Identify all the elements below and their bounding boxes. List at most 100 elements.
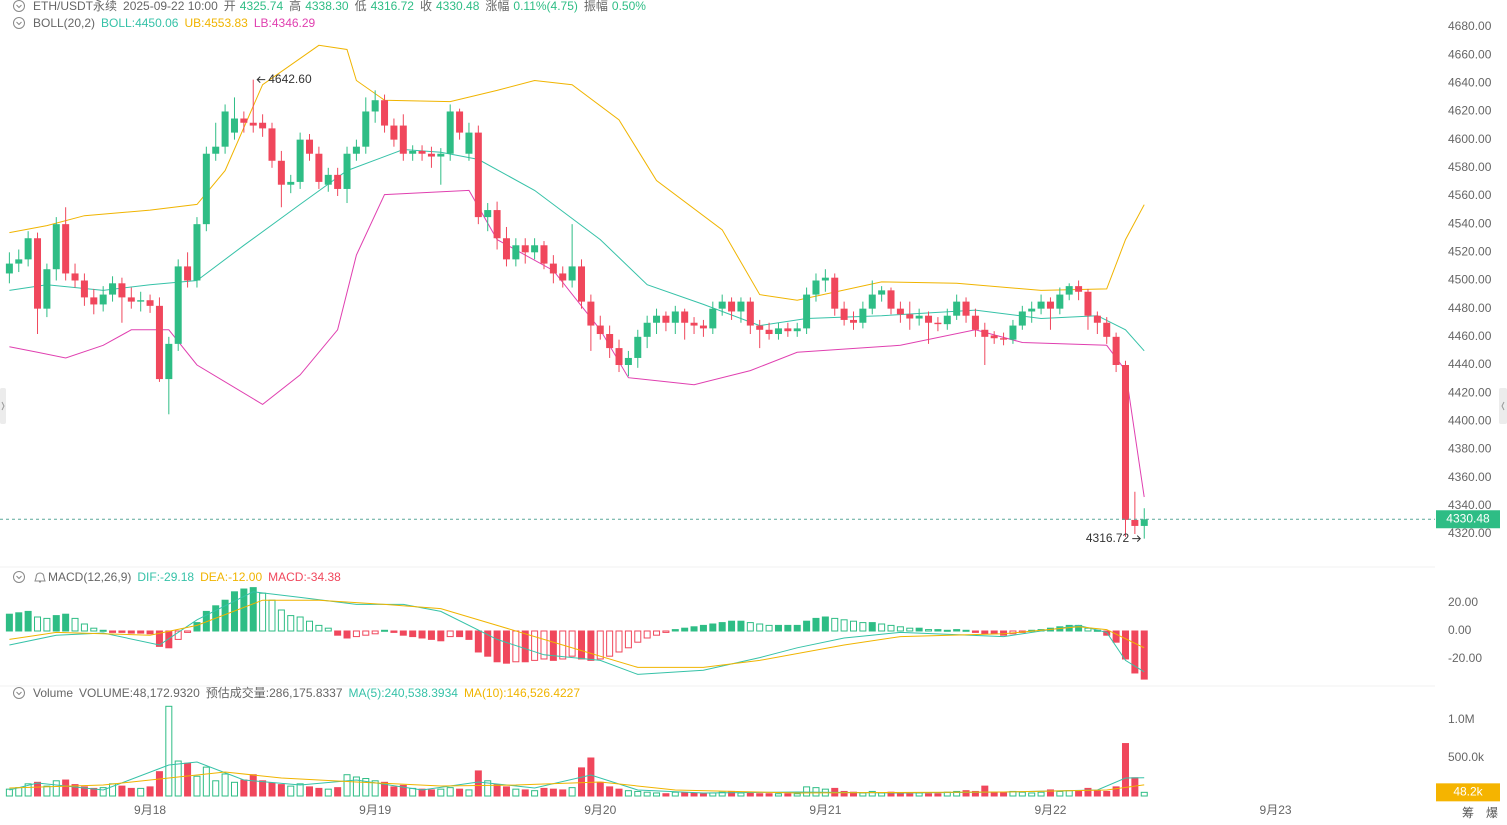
macd-bar (1140, 630, 1148, 680)
macd-bar (296, 616, 304, 632)
indicator-line (9, 189, 1145, 498)
macd-bar (118, 630, 126, 633)
candle-body (456, 111, 464, 133)
collapse-icon[interactable] (13, 687, 25, 699)
volume-bar (559, 789, 567, 797)
volume-bar (399, 784, 407, 797)
macd-bar (671, 629, 679, 632)
macd-bar (531, 630, 539, 661)
chevron (16, 575, 22, 580)
macd-bar (746, 622, 754, 632)
volume-bar (925, 793, 933, 797)
candle-body (99, 294, 107, 305)
macd-bar (774, 624, 782, 632)
volume-bar (1093, 790, 1101, 797)
field-value: 4325.74 (239, 0, 284, 13)
macd-bar (1000, 630, 1008, 636)
left-tab[interactable] (0, 388, 6, 424)
y-tick-label: 4520.00 (1448, 244, 1492, 258)
candle-body (137, 300, 145, 302)
macd-bar (137, 630, 145, 634)
macd-bar (521, 630, 529, 663)
volume-bar (981, 785, 989, 797)
indicator-line (9, 591, 1145, 675)
volume-bar (137, 787, 145, 797)
macd-bar (80, 623, 88, 632)
macd-bar (915, 627, 923, 632)
macd-bar (259, 592, 267, 632)
last-price-tag (1436, 510, 1500, 529)
volume-bar (1084, 787, 1092, 797)
macd-bar (728, 620, 736, 632)
candle-body (315, 153, 323, 182)
candle-body (1018, 311, 1026, 326)
volume-bar (268, 782, 276, 797)
macd-bar (971, 630, 979, 633)
candle-body (296, 139, 304, 182)
y-tick-label: 4340.00 (1448, 498, 1492, 512)
volume-bar (127, 787, 135, 797)
field-value: 4316.72 (370, 0, 414, 13)
candle-body (287, 181, 295, 185)
collapse-icon[interactable] (13, 17, 25, 29)
macd-bar (578, 630, 586, 660)
field-label: 涨幅 (485, 0, 510, 13)
field-label: 高 (289, 0, 302, 13)
y-tick-label: 4320.00 (1448, 526, 1492, 540)
y-tick-label: 4600.00 (1448, 132, 1492, 146)
macd-bar (737, 620, 745, 632)
macd-bar (868, 622, 876, 632)
bell-icon[interactable] (34, 572, 46, 583)
candle-body (596, 325, 604, 335)
candle-body (277, 160, 285, 185)
chevron (16, 691, 22, 696)
candle-body (446, 111, 454, 154)
x-tick-label: 9月21 (809, 803, 841, 817)
macd-bar (896, 626, 904, 632)
macd-bar (718, 622, 726, 632)
candle-body (324, 174, 332, 185)
field-value: 4330.48 (436, 0, 480, 13)
candle-body (615, 348, 623, 365)
y-tick-label: 4440.00 (1448, 357, 1492, 371)
candle-body (709, 308, 717, 329)
indicator-line (9, 771, 1145, 794)
icons (13, 0, 46, 699)
macd-bar (371, 630, 379, 635)
macd-bar (596, 630, 604, 660)
collapse-icon[interactable] (13, 0, 25, 12)
candle-body (484, 210, 492, 218)
volume-bar (774, 793, 782, 797)
macd-bar (343, 630, 351, 639)
field-value: 0.50% (611, 0, 646, 13)
volume-bar (381, 781, 389, 797)
collapse-icon[interactable] (13, 571, 25, 583)
candle-body (1093, 315, 1101, 323)
candle-body (343, 153, 351, 189)
candle-body (221, 111, 229, 147)
macd-bar (690, 626, 698, 632)
candle-body (1112, 336, 1120, 365)
macd-bar (549, 630, 557, 661)
macd-bar (859, 622, 867, 632)
y-tick-label: 1.0M (1448, 712, 1475, 726)
candle-body (109, 283, 117, 295)
liquidation-button[interactable]: 爆 (1486, 806, 1499, 820)
candle-body (681, 311, 689, 323)
macd-bar (934, 629, 942, 632)
volume-bar (793, 793, 801, 797)
candle-body (43, 269, 51, 309)
right-tab[interactable] (1499, 388, 1507, 424)
volume-bar (15, 787, 23, 797)
chip-button[interactable]: 筹 (1462, 806, 1475, 820)
macd-bar (653, 630, 661, 636)
volume-bar (334, 787, 342, 797)
candle-body (765, 329, 773, 335)
candle-body (521, 245, 529, 253)
candle-body (352, 146, 360, 154)
volume-bar (390, 786, 398, 797)
y-tick-label: 4660.00 (1448, 47, 1492, 61)
candle-body (259, 122, 267, 129)
volume-bar (606, 786, 614, 797)
candle-body (202, 153, 210, 225)
